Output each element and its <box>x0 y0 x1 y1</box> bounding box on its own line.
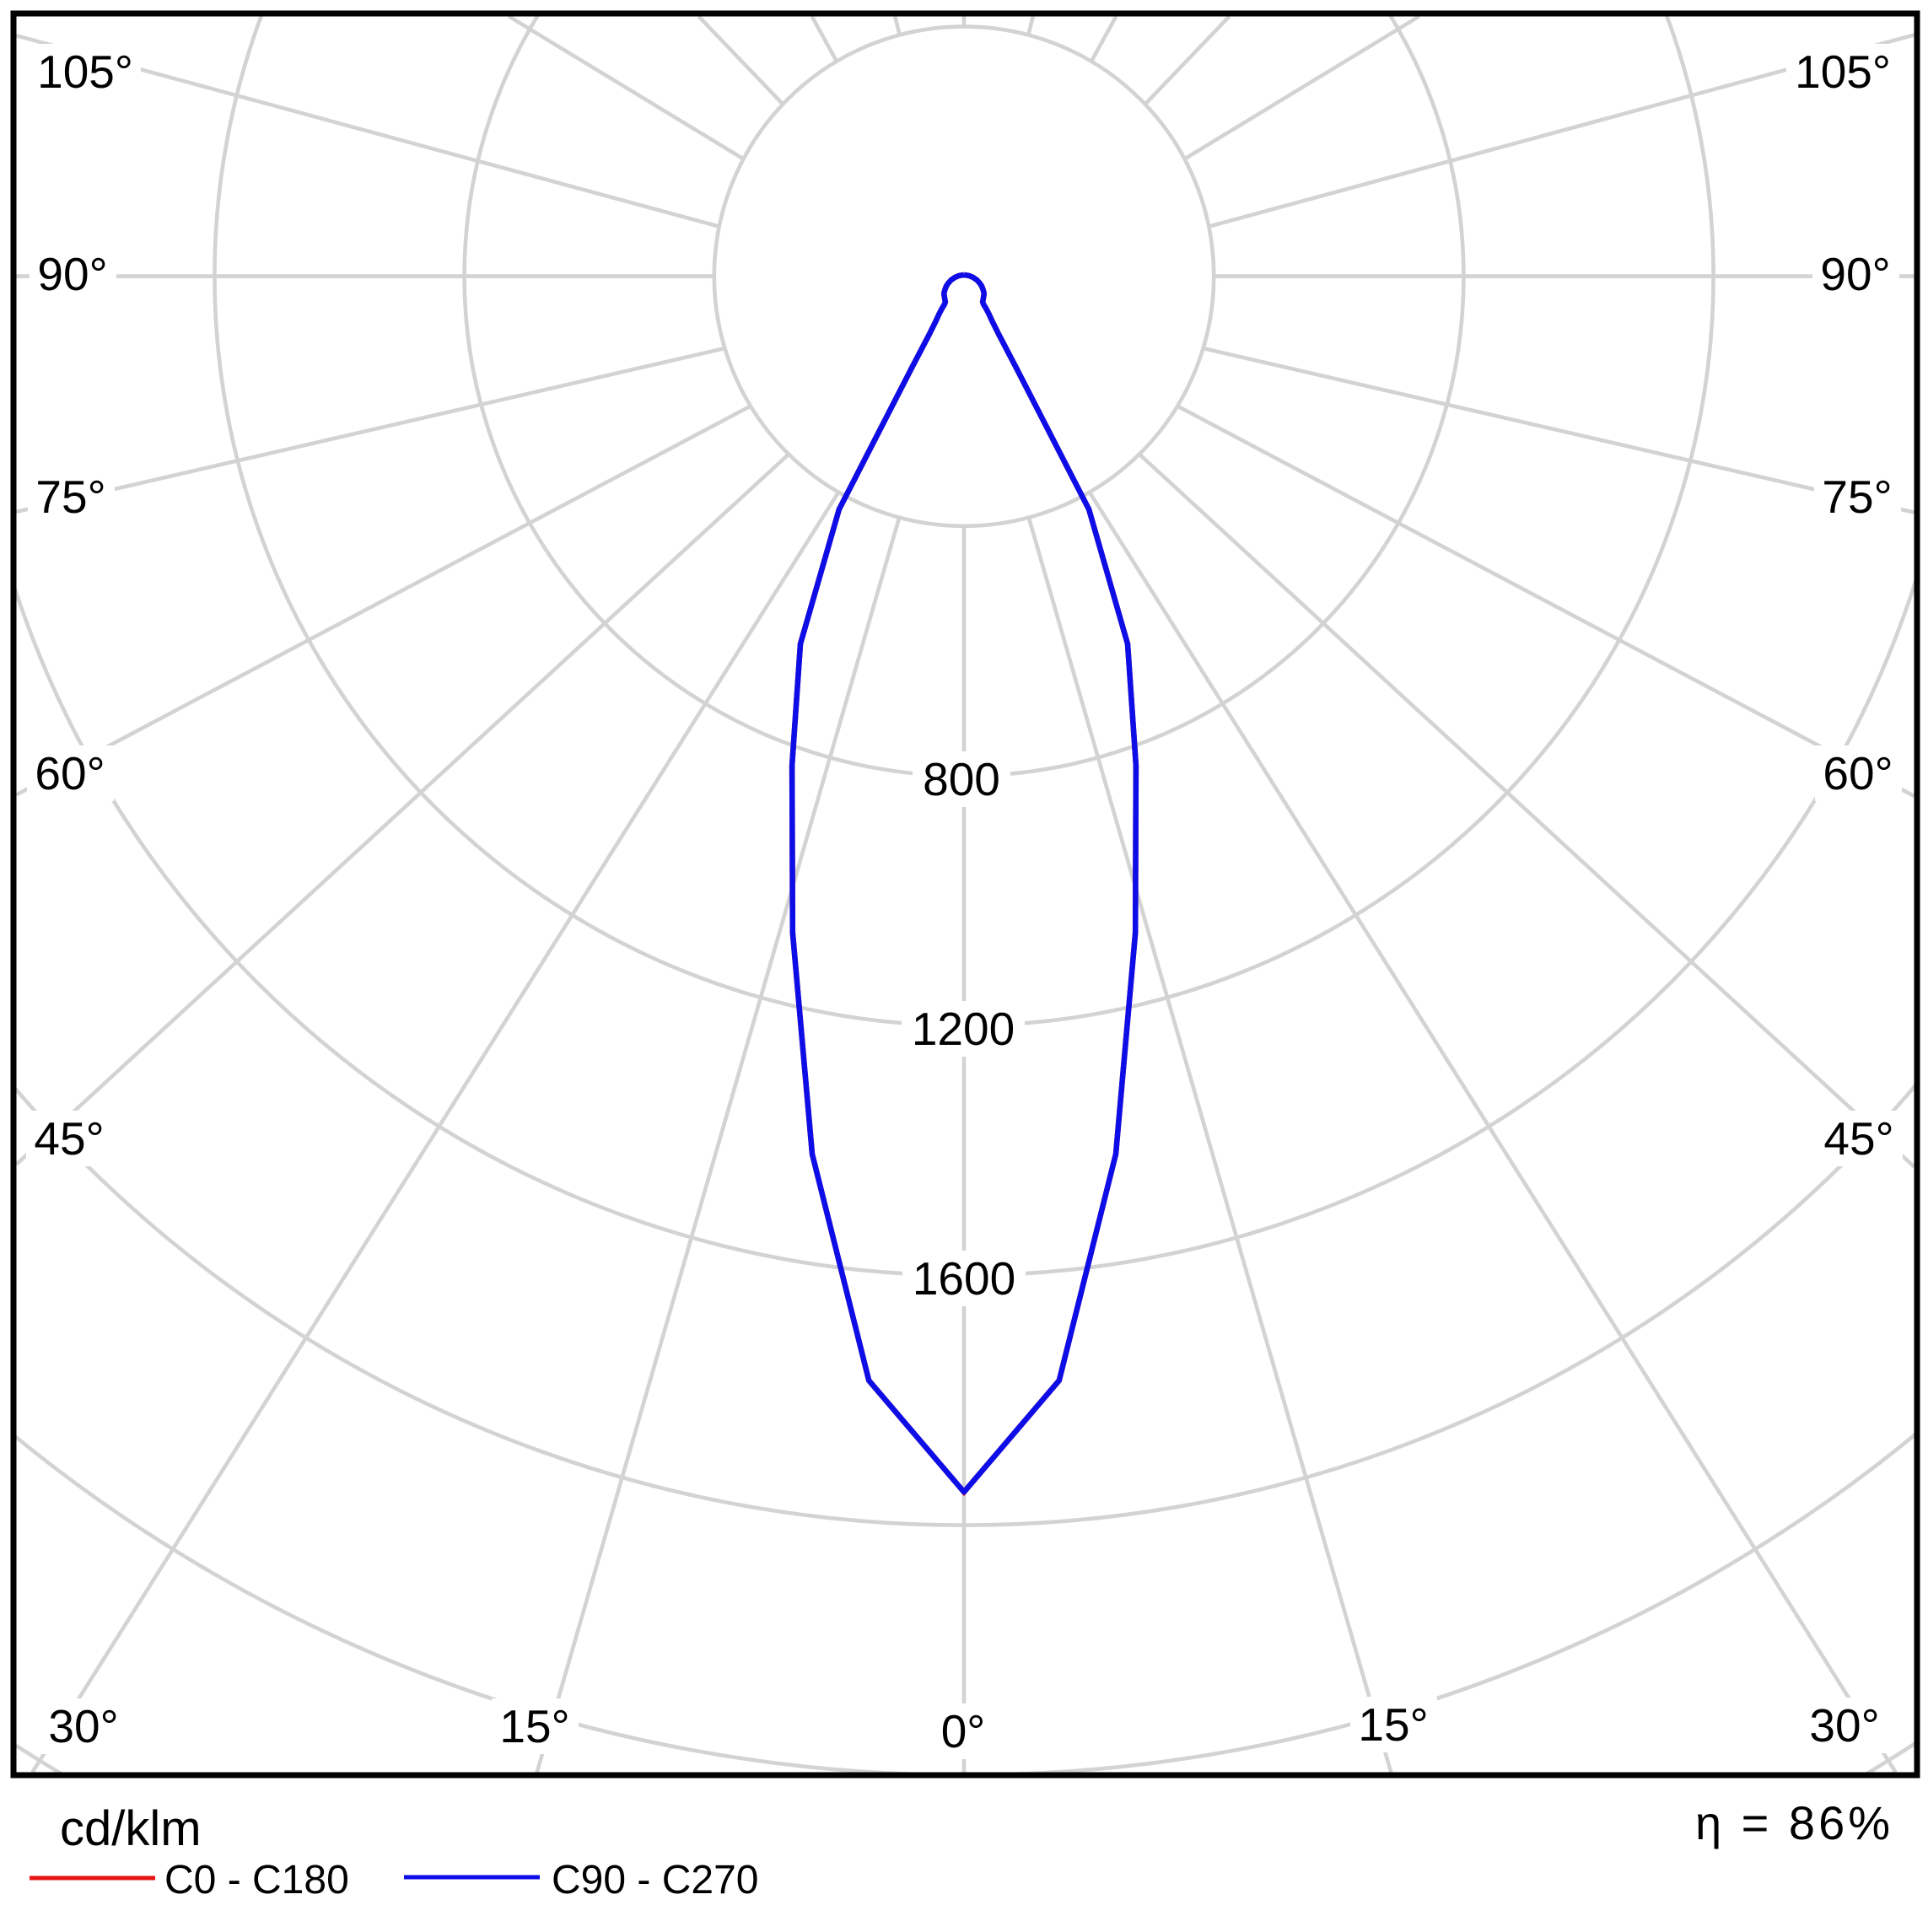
svg-text:C90 - C270: C90 - C270 <box>552 1858 758 1902</box>
svg-text:105°: 105° <box>37 46 133 98</box>
svg-text:1600: 1600 <box>913 1252 1015 1305</box>
svg-text:15°: 15° <box>1358 1698 1428 1751</box>
svg-text:800: 800 <box>923 753 1000 805</box>
svg-text:30°: 30° <box>1809 1699 1879 1752</box>
svg-text:90°: 90° <box>37 248 107 300</box>
svg-text:η = 86%: η = 86% <box>1695 1796 1893 1849</box>
svg-text:105°: 105° <box>1795 46 1891 98</box>
svg-text:75°: 75° <box>1822 471 1892 523</box>
svg-text:1200: 1200 <box>912 1003 1015 1055</box>
svg-text:75°: 75° <box>35 471 105 523</box>
svg-text:15°: 15° <box>499 1700 569 1752</box>
svg-text:30°: 30° <box>48 1700 118 1752</box>
svg-text:60°: 60° <box>35 747 105 799</box>
svg-text:cd/klm: cd/klm <box>60 1801 202 1856</box>
svg-text:90°: 90° <box>1820 248 1890 300</box>
svg-text:45°: 45° <box>1823 1112 1893 1165</box>
svg-text:0°: 0° <box>941 1705 986 1757</box>
svg-text:45°: 45° <box>34 1112 104 1165</box>
svg-text:C0 - C180: C0 - C180 <box>164 1858 349 1902</box>
svg-text:60°: 60° <box>1823 747 1893 799</box>
